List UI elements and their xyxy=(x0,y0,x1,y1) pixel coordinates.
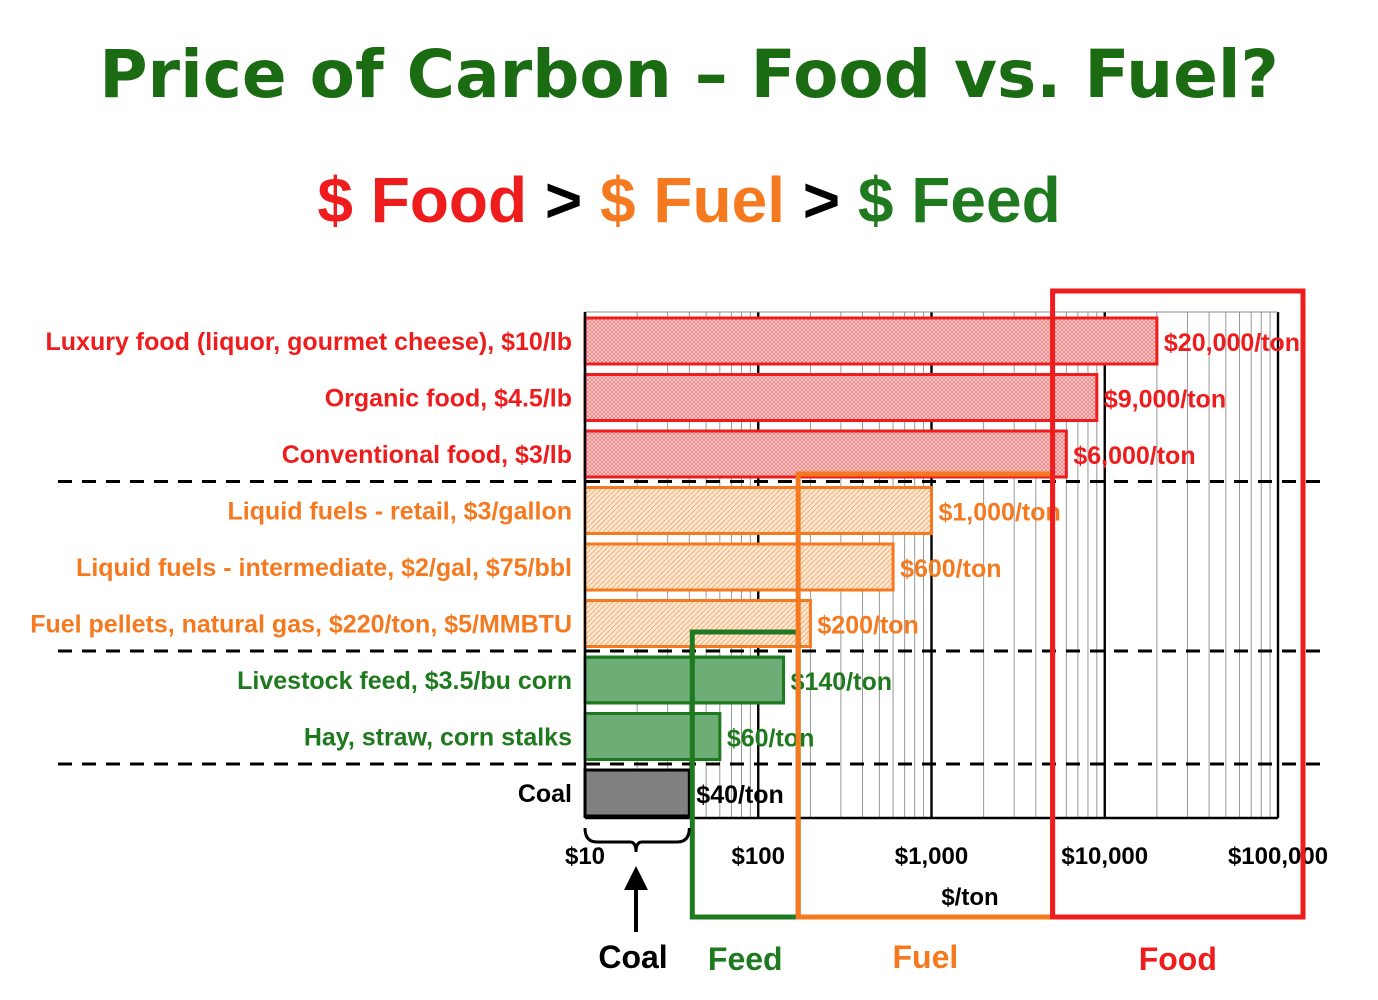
bar-fuel xyxy=(583,542,895,592)
page-title: Price of Carbon – Food vs. Fuel? xyxy=(99,36,1279,113)
x-tick-label: $100,000 xyxy=(1228,843,1328,870)
subtitle-food: $ Food xyxy=(317,164,528,236)
category-label: Liquid fuels - retail, $3/gallon xyxy=(228,498,573,526)
value-label: $200/ton xyxy=(817,612,918,640)
category-label: Livestock feed, $3.5/bu corn xyxy=(237,667,572,695)
coal-brace xyxy=(583,827,691,853)
page-subtitle: $ Food > $ Fuel > $ Feed xyxy=(0,160,1378,240)
subtitle-gt-2: > xyxy=(784,164,858,236)
value-label: $600/ton xyxy=(900,555,1001,583)
category-labels: Luxury food (liquor, gourmet cheese), $1… xyxy=(30,328,572,808)
bar-food xyxy=(583,373,1099,422)
range-label-feed: Feed xyxy=(708,941,783,977)
value-label: $20,000/ton xyxy=(1164,329,1300,357)
subtitle-feed: $ Feed xyxy=(857,164,1061,236)
category-label: Luxury food (liquor, gourmet cheese), $1… xyxy=(46,328,572,356)
value-label: $1,000/ton xyxy=(939,499,1061,527)
coal-range: Coal xyxy=(583,827,691,975)
range-box-food xyxy=(1050,288,1306,920)
x-axis: $10 $100 $1,000 $10,000 $100,000 $/ton xyxy=(565,312,1328,911)
bar-coal xyxy=(583,768,691,818)
range-boxes: Feed Fuel Food xyxy=(689,288,1306,977)
x-tick-label: $10,000 xyxy=(1061,843,1148,870)
category-label: Coal xyxy=(518,780,572,808)
subtitle-fuel: $ Fuel xyxy=(600,164,785,236)
coal-arrow-head xyxy=(624,866,648,890)
value-label: $60/ton xyxy=(727,725,815,753)
category-label: Fuel pellets, natural gas, $220/ton, $5/… xyxy=(30,611,572,639)
bar-fuel xyxy=(583,486,933,535)
category-label: Conventional food, $3/lb xyxy=(282,441,572,469)
bar-fuel xyxy=(583,599,812,648)
value-labels: $20,000/ton $9,000/ton $6,000/ton $1,000/to… xyxy=(696,329,1300,809)
bar-food xyxy=(583,316,1159,366)
x-axis-label: $/ton xyxy=(941,884,998,911)
bars xyxy=(583,316,1159,818)
value-label: $9,000/ton xyxy=(1104,386,1226,414)
bar-food xyxy=(583,429,1068,479)
x-tick-label: $10 xyxy=(565,843,605,870)
bar-feed xyxy=(583,655,786,705)
coal-range-label: Coal xyxy=(598,939,667,975)
value-label: $6,000/ton xyxy=(1073,442,1195,470)
category-label: Liquid fuels - intermediate, $2/gal, $75… xyxy=(76,554,572,582)
subtitle-gt-1: > xyxy=(527,164,601,236)
bar-feed xyxy=(583,712,722,761)
x-tick-label: $1,000 xyxy=(895,843,968,870)
x-tick-label: $100 xyxy=(732,843,785,870)
category-label: Organic food, $4.5/lb xyxy=(325,385,572,413)
value-label: $40/ton xyxy=(696,781,784,809)
range-label-food: Food xyxy=(1139,941,1217,977)
value-label: $140/ton xyxy=(791,668,892,696)
range-label-fuel: Fuel xyxy=(892,939,958,975)
category-label: Hay, straw, corn stalks xyxy=(304,724,572,752)
